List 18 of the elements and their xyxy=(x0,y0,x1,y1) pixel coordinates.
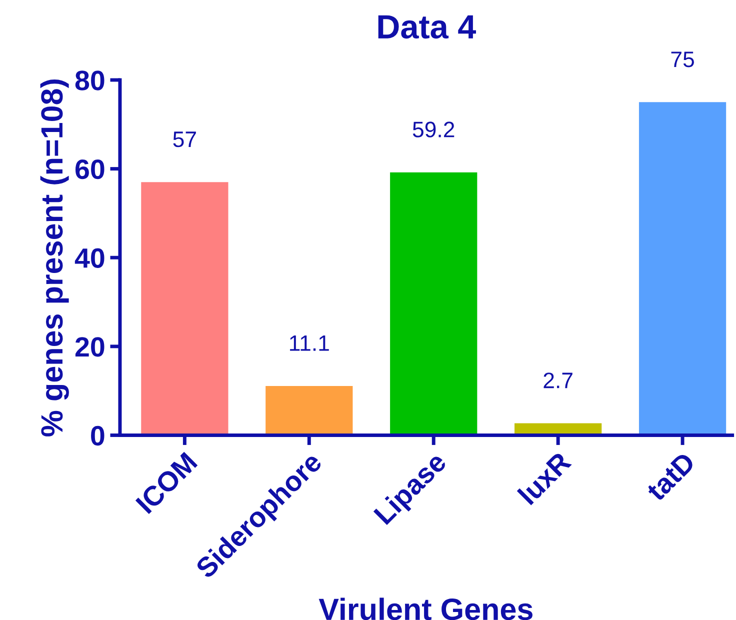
bar xyxy=(638,102,726,436)
data-label: 75 xyxy=(671,52,694,68)
y-axis-title: % genes present (n=108) xyxy=(40,80,69,436)
y-tick-label: 0 xyxy=(91,426,104,446)
y-tick-label: 60 xyxy=(76,159,104,180)
y-tick-label: 40 xyxy=(74,248,104,268)
y-tick-label: 80 xyxy=(75,70,104,90)
x-axis-title: Virulent Genes xyxy=(318,598,532,620)
bar xyxy=(390,172,478,436)
data-label: 11.1 xyxy=(290,335,329,351)
data-label: 57 xyxy=(173,132,196,148)
bar xyxy=(141,182,228,436)
bar xyxy=(266,386,353,436)
data-label: 2.7 xyxy=(544,372,572,388)
data-label: 59.2 xyxy=(412,122,454,138)
chart-title: Data 4 xyxy=(378,15,476,39)
y-tick-label: 20 xyxy=(75,337,104,357)
x-tick-label: tatD xyxy=(645,451,696,502)
